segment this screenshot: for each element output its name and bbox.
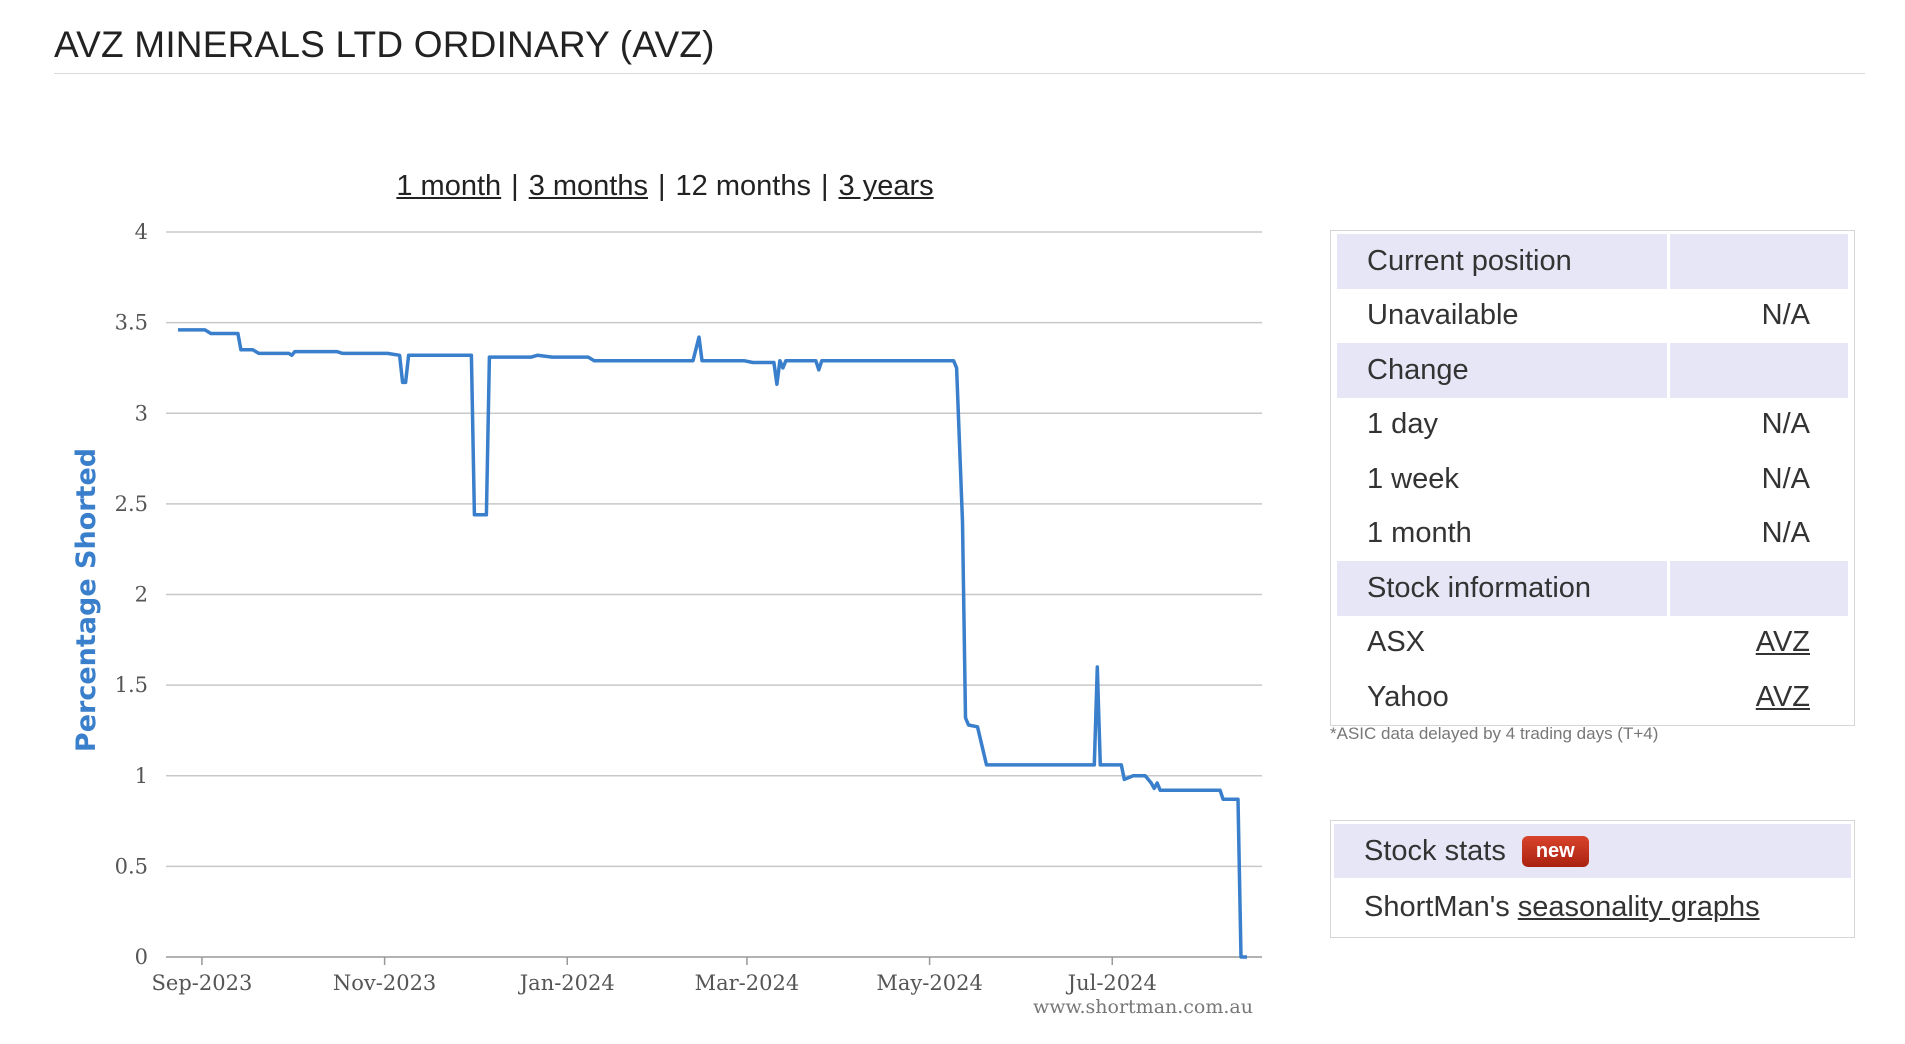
range-link-3-months[interactable]: 3 months (528, 170, 648, 202)
y-axis-label: Percentage Shorted (71, 448, 102, 752)
time-range-selector: 1 month | 3 months | 12 months | 3 years (0, 170, 1330, 203)
current-position-header: Current position (1337, 234, 1667, 289)
change-1-day-value: N/A (1761, 408, 1810, 441)
y-axis-ticks: 0 0.5 1 1.5 2 2.5 3 3.5 4 (115, 220, 148, 969)
table-row: Current position (1337, 234, 1848, 289)
x-axis-ticks: Sep-2023 Nov-2023 Jan-2024 Mar-2024 May-2024… (152, 957, 1157, 995)
table-row: 1 month N/A (1337, 507, 1848, 562)
series-line (178, 328, 1247, 959)
yahoo-cell: AVZ (1670, 670, 1848, 725)
x-tick-label: May-2024 (876, 971, 982, 995)
x-tick-label: Nov-2023 (333, 971, 436, 995)
title-divider (54, 73, 1865, 74)
table-row: Stock information (1337, 561, 1848, 616)
y-tick-label: 1.5 (115, 673, 148, 697)
yahoo-label: Yahoo (1367, 680, 1449, 713)
stock-stats-title: Stock stats (1364, 834, 1506, 867)
range-link-1-month[interactable]: 1 month (396, 170, 502, 202)
table-row: ASX AVZ (1337, 616, 1848, 671)
asx-cell: AVZ (1670, 616, 1848, 671)
y-tick-label: 1 (135, 764, 148, 788)
range-current-12-months: 12 months (675, 170, 811, 202)
separator: | (658, 170, 666, 202)
stock-stats-header: Stock stats new (1334, 824, 1851, 878)
separator: | (511, 170, 519, 202)
header-spacer (1670, 343, 1848, 398)
table-row: Unavailable N/A (1337, 289, 1848, 344)
seasonality-graphs-link[interactable]: seasonality graphs (1517, 890, 1760, 923)
y-tick-label: 4 (135, 220, 148, 244)
yahoo-avz-link[interactable]: AVZ (1755, 680, 1810, 713)
stock-information-header: Stock information (1337, 561, 1667, 616)
change-1-day-label: 1 day (1367, 408, 1438, 441)
gridlines (166, 231, 1262, 958)
x-tick-label: Jul-2024 (1066, 971, 1157, 995)
y-tick-label: 0.5 (115, 854, 148, 878)
separator: | (820, 170, 829, 202)
position-panel: Current position Unavailable N/A Change … (1330, 230, 1855, 726)
y-tick-label: 3 (135, 401, 148, 425)
change-1-month-value: N/A (1761, 517, 1810, 550)
change-header: Change (1337, 343, 1667, 398)
x-tick-label: Sep-2023 (152, 971, 253, 995)
stock-stats-panel: Stock stats new ShortMan's seasonality g… (1330, 820, 1855, 938)
y-tick-label: 2.5 (115, 492, 148, 516)
short-position-chart: 0 0.5 1 1.5 2 2.5 3 3.5 4 Sep-2023 Nov-2023 Jan-20… (71, 220, 1262, 1018)
table-row: 1 day N/A (1337, 398, 1848, 453)
new-badge: new (1521, 835, 1589, 867)
header-spacer (1670, 561, 1848, 616)
unavailable-value: N/A (1761, 299, 1810, 332)
x-tick-label: Jan-2024 (518, 971, 615, 995)
watermark-text: www.shortman.com.au (1033, 996, 1253, 1018)
unavailable-label: Unavailable (1367, 299, 1519, 332)
position-table: Current position Unavailable N/A Change … (1334, 234, 1851, 725)
asx-label: ASX (1367, 626, 1426, 659)
table-row: Yahoo AVZ (1337, 670, 1848, 725)
header-spacer (1670, 234, 1848, 289)
asic-delay-footnote: *ASIC data delayed by 4 trading days (T+… (1330, 724, 1659, 743)
y-tick-label: 0 (135, 945, 148, 969)
x-tick-label: Mar-2024 (695, 971, 800, 995)
range-link-3-years[interactable]: 3 years (838, 170, 934, 202)
y-tick-label: 2 (135, 583, 148, 607)
stock-stats-body: ShortMan's seasonality graphs (1334, 878, 1851, 936)
change-1-week-value: N/A (1761, 462, 1810, 495)
page-title: AVZ MINERALS LTD ORDINARY (AVZ) (54, 24, 715, 65)
shortman-label: ShortMan's (1364, 890, 1510, 923)
change-1-month-label: 1 month (1367, 517, 1472, 550)
table-row: Change (1337, 343, 1848, 398)
table-row: 1 week N/A (1337, 452, 1848, 507)
asx-avz-link[interactable]: AVZ (1755, 626, 1810, 659)
y-tick-label: 3.5 (115, 311, 148, 335)
change-1-week-label: 1 week (1367, 462, 1459, 495)
